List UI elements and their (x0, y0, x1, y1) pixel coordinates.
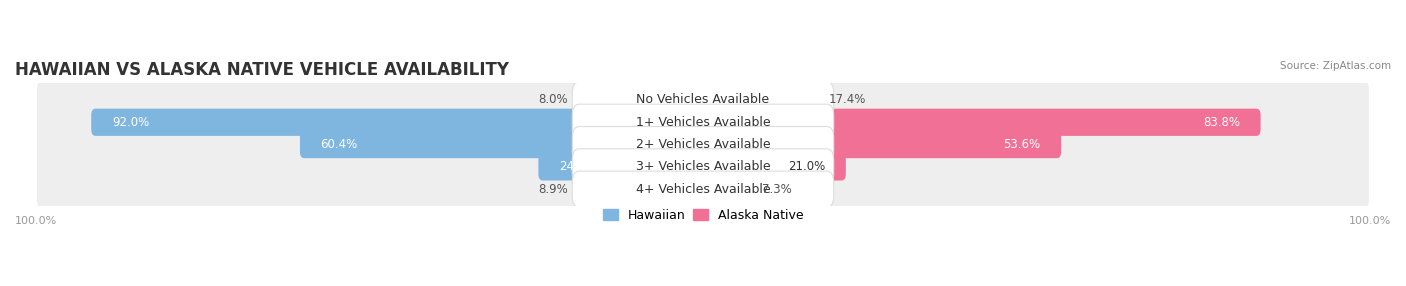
Text: 100.0%: 100.0% (15, 216, 58, 226)
FancyBboxPatch shape (572, 104, 834, 140)
Text: 2+ Vehicles Available: 2+ Vehicles Available (636, 138, 770, 151)
Text: 21.0%: 21.0% (787, 160, 825, 173)
FancyBboxPatch shape (37, 81, 1369, 119)
FancyBboxPatch shape (699, 86, 823, 114)
FancyBboxPatch shape (91, 109, 707, 136)
FancyBboxPatch shape (572, 149, 834, 185)
FancyBboxPatch shape (37, 148, 1369, 186)
Text: No Vehicles Available: No Vehicles Available (637, 94, 769, 106)
Text: 100.0%: 100.0% (1348, 216, 1391, 226)
Text: 83.8%: 83.8% (1204, 116, 1240, 129)
Text: 17.4%: 17.4% (830, 94, 866, 106)
Text: 24.3%: 24.3% (560, 160, 596, 173)
FancyBboxPatch shape (572, 126, 834, 163)
Text: 4+ Vehicles Available: 4+ Vehicles Available (636, 183, 770, 196)
FancyBboxPatch shape (572, 171, 834, 207)
FancyBboxPatch shape (37, 103, 1369, 142)
Legend: Hawaiian, Alaska Native: Hawaiian, Alaska Native (598, 204, 808, 227)
Text: 8.0%: 8.0% (538, 94, 568, 106)
Text: Source: ZipAtlas.com: Source: ZipAtlas.com (1279, 61, 1391, 71)
FancyBboxPatch shape (538, 153, 707, 180)
Text: 92.0%: 92.0% (112, 116, 149, 129)
Text: 7.3%: 7.3% (762, 183, 792, 196)
FancyBboxPatch shape (699, 131, 1062, 158)
Text: 53.6%: 53.6% (1004, 138, 1040, 151)
Text: 3+ Vehicles Available: 3+ Vehicles Available (636, 160, 770, 173)
Text: 8.9%: 8.9% (538, 183, 568, 196)
FancyBboxPatch shape (645, 86, 707, 114)
FancyBboxPatch shape (699, 153, 846, 180)
Text: HAWAIIAN VS ALASKA NATIVE VEHICLE AVAILABILITY: HAWAIIAN VS ALASKA NATIVE VEHICLE AVAILA… (15, 61, 509, 79)
FancyBboxPatch shape (37, 125, 1369, 164)
FancyBboxPatch shape (699, 176, 755, 203)
FancyBboxPatch shape (640, 176, 707, 203)
FancyBboxPatch shape (299, 131, 707, 158)
FancyBboxPatch shape (699, 109, 1261, 136)
FancyBboxPatch shape (37, 170, 1369, 208)
Text: 1+ Vehicles Available: 1+ Vehicles Available (636, 116, 770, 129)
Text: 60.4%: 60.4% (321, 138, 359, 151)
FancyBboxPatch shape (572, 82, 834, 118)
